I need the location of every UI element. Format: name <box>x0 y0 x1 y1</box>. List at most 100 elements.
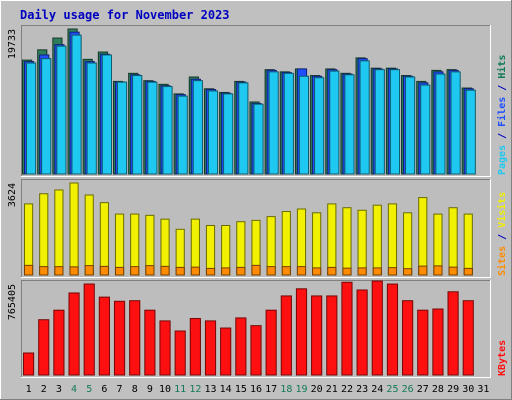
bar-visits-day-12 <box>190 218 200 276</box>
bar-sites-day-27 <box>418 265 428 276</box>
day-label-14: 14 <box>220 384 232 395</box>
bar-kbytes-day-28 <box>432 308 444 376</box>
bar-sites-day-14 <box>221 267 231 276</box>
day-label-31: 31 <box>477 384 489 395</box>
bar-pages-day-30 <box>465 89 476 175</box>
bar-kbytes-day-10 <box>159 320 171 376</box>
bar-kbytes-day-23 <box>356 289 368 376</box>
day-label-1: 1 <box>26 384 32 395</box>
day-label-19: 19 <box>295 384 307 395</box>
bar-pages-day-1 <box>26 62 37 175</box>
day-label-11: 11 <box>174 384 186 395</box>
day-label-16: 16 <box>250 384 262 395</box>
bar-pages-day-15 <box>238 82 249 175</box>
bar-pages-day-23 <box>359 60 370 175</box>
bar-visits-day-1 <box>24 203 34 276</box>
bar-sites-day-16 <box>251 264 261 276</box>
bar-pages-day-17 <box>268 71 279 175</box>
bar-kbytes-day-25 <box>386 283 399 376</box>
bar-kbytes-day-5 <box>83 283 95 376</box>
bar-pages-day-3 <box>56 45 67 175</box>
bar-kbytes-day-29 <box>447 291 459 376</box>
bar-visits-day-7 <box>114 213 125 276</box>
bar-pages-day-20 <box>314 77 325 175</box>
bar-pages-day-6 <box>101 54 112 175</box>
bar-sites-day-28 <box>433 265 443 276</box>
day-label-9: 9 <box>147 384 153 395</box>
bar-kbytes-day-17 <box>265 309 277 376</box>
bar-sites-day-10 <box>160 265 170 276</box>
bar-sites-day-5 <box>84 265 94 276</box>
bar-visits-day-5 <box>84 194 94 276</box>
bar-pages-day-21 <box>329 70 340 175</box>
bar-kbytes-day-4 <box>68 292 80 376</box>
bar-pages-day-10 <box>162 86 173 175</box>
day-label-21: 21 <box>326 384 338 395</box>
day-label-3: 3 <box>56 384 62 395</box>
bar-kbytes-day-16 <box>250 325 262 376</box>
bar-sites-day-24 <box>372 267 382 276</box>
bar-visits-day-18 <box>281 211 291 276</box>
max-value-label: 19733 <box>7 29 18 59</box>
bar-sites-day-23 <box>357 267 367 276</box>
day-label-22: 22 <box>341 384 353 395</box>
bar-pages-day-2 <box>41 58 52 175</box>
bar-kbytes-day-27 <box>417 309 429 376</box>
bar-kbytes-day-9 <box>144 309 156 376</box>
bar-visits-day-8 <box>130 213 140 276</box>
day-label-15: 15 <box>235 384 247 395</box>
bar-pages-day-16 <box>253 103 264 175</box>
bar-pages-day-8 <box>132 75 143 175</box>
bar-visits-day-25 <box>387 203 398 276</box>
day-label-27: 27 <box>417 384 429 395</box>
bar-kbytes-day-14 <box>220 327 232 376</box>
legend-part: / <box>497 228 508 246</box>
bar-kbytes-day-11 <box>174 330 186 376</box>
bar-pages-day-19 <box>298 75 310 175</box>
bar-sites-day-12 <box>190 266 200 276</box>
bar-pages-day-24 <box>374 69 385 175</box>
day-label-5: 5 <box>86 384 92 395</box>
day-label-25: 25 <box>386 384 398 395</box>
day-label-24: 24 <box>371 384 383 395</box>
series-legend-label: Sites / Visits <box>496 192 508 276</box>
panel-kbytes: 765405 KBytes <box>7 280 508 378</box>
bar-pages-day-5 <box>86 62 97 175</box>
bar-kbytes-day-2 <box>38 319 50 376</box>
bar-sites-day-22 <box>342 267 352 276</box>
bar-sites-day-6 <box>99 265 109 276</box>
chart-panels: 19733 Pages / Files / Hits 3624 Sites / Vis… <box>7 25 508 378</box>
day-label-20: 20 <box>311 384 323 395</box>
bar-kbytes-day-22 <box>341 281 353 376</box>
bar-sites-day-1 <box>24 264 34 276</box>
bar-sites-day-18 <box>281 266 291 276</box>
bar-kbytes-day-20 <box>311 295 323 376</box>
day-label-6: 6 <box>101 384 107 395</box>
bar-pages-day-28 <box>435 73 446 175</box>
bar-sites-day-26 <box>403 268 413 276</box>
bar-pages-day-27 <box>420 84 431 175</box>
legend-part: Files <box>496 97 508 127</box>
bar-sites-day-21 <box>327 266 337 276</box>
legend-part: Hits <box>496 55 508 79</box>
bar-visits-day-26 <box>403 212 413 276</box>
bar-visits-day-6 <box>99 202 109 276</box>
bar-visits-day-13 <box>205 224 216 276</box>
legend-part: KBytes <box>497 340 508 376</box>
day-label-18: 18 <box>280 384 292 395</box>
bar-visits-day-20 <box>312 212 322 276</box>
bar-kbytes-day-13 <box>204 320 217 376</box>
day-label-4: 4 <box>71 384 77 395</box>
bar-visits-day-22 <box>342 207 352 276</box>
bar-pages-day-13 <box>207 90 219 175</box>
bar-sites-day-9 <box>145 265 155 276</box>
max-value-label: 3624 <box>7 183 18 207</box>
bar-sites-day-29 <box>448 266 458 276</box>
bar-sites-day-30 <box>463 267 473 276</box>
max-value-label: 765405 <box>7 284 18 320</box>
bar-pages-day-25 <box>389 69 401 175</box>
bar-visits-day-3 <box>54 189 64 276</box>
day-label-12: 12 <box>189 384 201 395</box>
bar-sites-day-3 <box>54 266 64 276</box>
bar-kbytes-day-12 <box>189 318 201 376</box>
